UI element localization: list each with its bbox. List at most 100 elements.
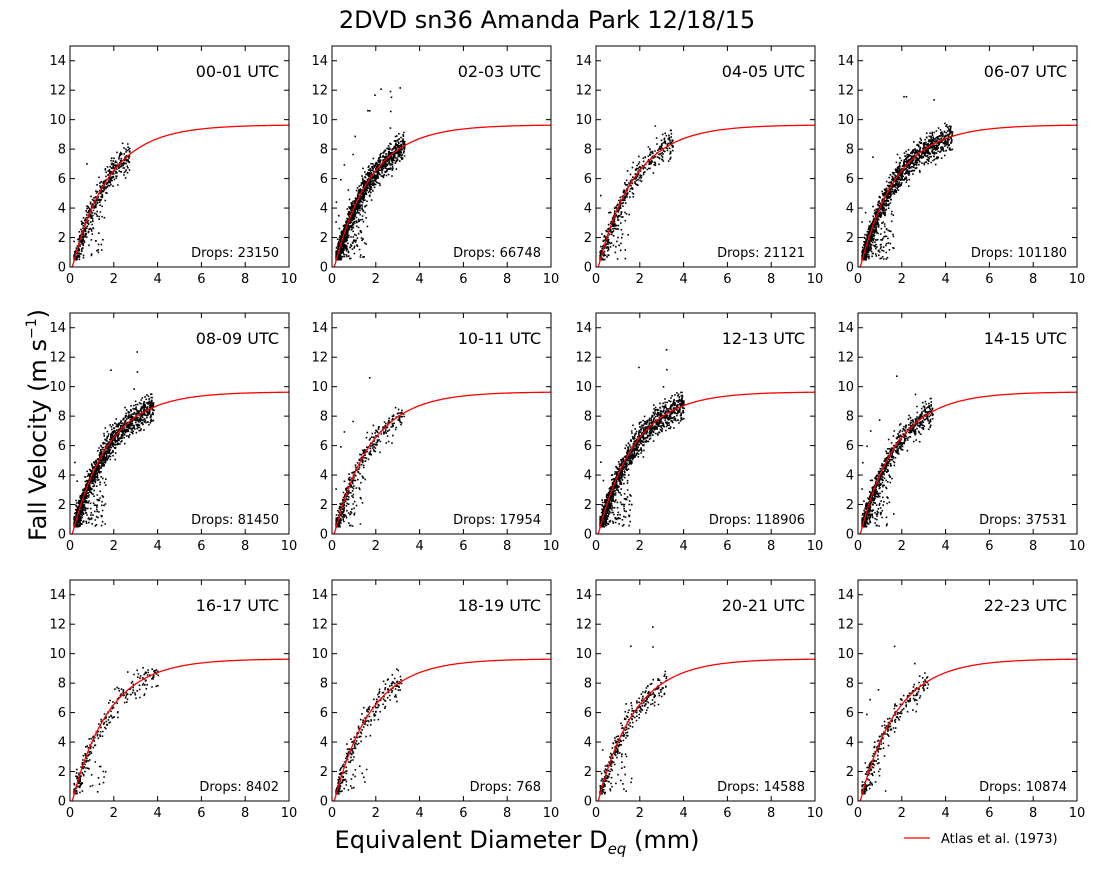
drops-count-label: Drops: 101180 (971, 246, 1067, 261)
drop-point-cloud (861, 95, 954, 261)
x-tick-label: 6 (459, 539, 467, 554)
drop-point-cloud (73, 667, 160, 795)
y-tick-label: 6 (320, 172, 328, 187)
panel-18-19-utc: 0 2 4 6 8 10 0 2 4 6 8 10 12 14 18-19 UTC Drops: 768 (311, 579, 559, 821)
x-tick-label: 8 (241, 806, 249, 821)
drop-point-cloud (599, 349, 686, 528)
y-tick-label: 6 (320, 439, 328, 454)
y-tick-label: 10 (49, 647, 66, 662)
y-tick-label: 2 (58, 498, 66, 513)
x-tick-label: 10 (1069, 806, 1086, 821)
x-tick-label: 6 (723, 806, 731, 821)
panel-20-21-utc: 0 2 4 6 8 10 0 2 4 6 8 10 12 14 20-21 UTC Drops: 14588 (575, 579, 823, 821)
drop-points (599, 626, 668, 795)
y-tick-label: 8 (584, 677, 592, 692)
y-tick-label: 4 (320, 736, 328, 751)
y-tick-label: 12 (311, 351, 328, 366)
y-tick-label: 4 (320, 469, 328, 484)
x-tick-label: 8 (1029, 806, 1037, 821)
x-axis-label: Equivalent Diameter Deq (mm) (335, 826, 700, 858)
drops-count-label: Drops: 21121 (717, 246, 805, 261)
y-tick-label: 14 (49, 321, 66, 336)
y-tick-label: 12 (49, 618, 66, 633)
drop-point-cloud (73, 142, 131, 261)
x-tick-label: 8 (503, 806, 511, 821)
panel-title: 08-09 UTC (196, 329, 279, 348)
y-tick-label: 12 (311, 618, 328, 633)
drop-point-cloud (335, 668, 403, 795)
y-tick-label: 2 (320, 765, 328, 780)
panel-frame (69, 45, 290, 268)
legend: Atlas et al. (1973) (904, 832, 1058, 847)
drops-count-label: Drops: 81450 (191, 513, 279, 528)
x-tick-label: 4 (153, 539, 161, 554)
drops-count-label: Drops: 8402 (199, 780, 279, 795)
y-tick-label: 10 (575, 380, 592, 395)
y-tick-label: 10 (311, 647, 328, 662)
x-tick-label: 6 (985, 806, 993, 821)
panel-frame (595, 579, 816, 802)
drop-points (335, 668, 403, 795)
y-tick-label: 6 (58, 172, 66, 187)
y-tick-label: 6 (846, 706, 854, 721)
x-tick-label: 8 (767, 539, 775, 554)
x-tick-label: 4 (679, 272, 687, 287)
x-tick-label: 2 (372, 272, 380, 287)
y-tick-label: 6 (846, 172, 854, 187)
atlas-fit-curve (70, 391, 289, 534)
y-tick-label: 4 (58, 736, 66, 751)
y-tick-label: 4 (846, 469, 854, 484)
y-tick-label: 8 (58, 410, 66, 425)
drop-points (73, 667, 160, 795)
x-tick-label: 4 (941, 539, 949, 554)
x-tick-label: 0 (854, 806, 862, 821)
panel-06-07-utc: 0 2 4 6 8 10 0 2 4 6 8 10 12 14 06-07 UTC Drops: 101180 (837, 45, 1085, 287)
drop-point-cloud (861, 375, 934, 528)
y-tick-label: 12 (49, 351, 66, 366)
atlas-fit-curve (596, 124, 815, 267)
x-axis-label-subscript: eq (607, 840, 627, 858)
atlas-fit-curve (332, 124, 551, 267)
x-tick-label: 6 (723, 539, 731, 554)
panel-frame (857, 579, 1078, 802)
drop-points (861, 95, 954, 261)
x-tick-label: 2 (636, 539, 644, 554)
atlas-fit-curve (858, 658, 1077, 801)
y-tick-label: 12 (575, 618, 592, 633)
panel-12-13-utc: 0 2 4 6 8 10 0 2 4 6 8 10 12 14 12-13 UTC Drops: 118906 (575, 312, 823, 554)
x-tick-label: 8 (503, 539, 511, 554)
y-tick-label: 14 (311, 54, 328, 69)
atlas-fit-curve (70, 658, 289, 801)
drop-point-cloud (599, 626, 668, 795)
y-tick-label: 12 (837, 84, 854, 99)
panel-00-01-utc: 0 2 4 6 8 10 0 2 4 6 8 10 12 14 00-01 UTC Drops: 23150 (49, 45, 297, 287)
y-tick-label: 2 (58, 765, 66, 780)
y-tick-label: 12 (575, 351, 592, 366)
drop-point-cloud (599, 125, 674, 261)
x-tick-label: 6 (197, 272, 205, 287)
x-tick-label: 6 (197, 806, 205, 821)
drop-points (599, 125, 674, 261)
panel-frame (857, 312, 1078, 535)
drop-points (861, 645, 930, 795)
atlas-fit-curve (858, 124, 1077, 267)
atlas-fit-curve (858, 391, 1077, 534)
y-tick-label: 4 (58, 469, 66, 484)
x-tick-label: 2 (372, 806, 380, 821)
x-tick-label: 2 (110, 806, 118, 821)
x-tick-label: 6 (723, 272, 731, 287)
drops-count-label: Drops: 17954 (453, 513, 541, 528)
y-tick-label: 0 (584, 528, 592, 543)
y-tick-label: 10 (49, 380, 66, 395)
drop-point-cloud (335, 87, 406, 261)
x-tick-label: 2 (898, 539, 906, 554)
drops-count-label: Drops: 14588 (717, 780, 805, 795)
figure-title: 2DVD sn36 Amanda Park 12/18/15 (338, 6, 756, 34)
x-tick-label: 0 (854, 272, 862, 287)
panel-frame (331, 312, 552, 535)
x-tick-label: 10 (543, 272, 560, 287)
x-tick-label: 4 (415, 272, 423, 287)
x-tick-label: 2 (110, 539, 118, 554)
drop-points (73, 142, 131, 261)
y-tick-label: 6 (58, 439, 66, 454)
